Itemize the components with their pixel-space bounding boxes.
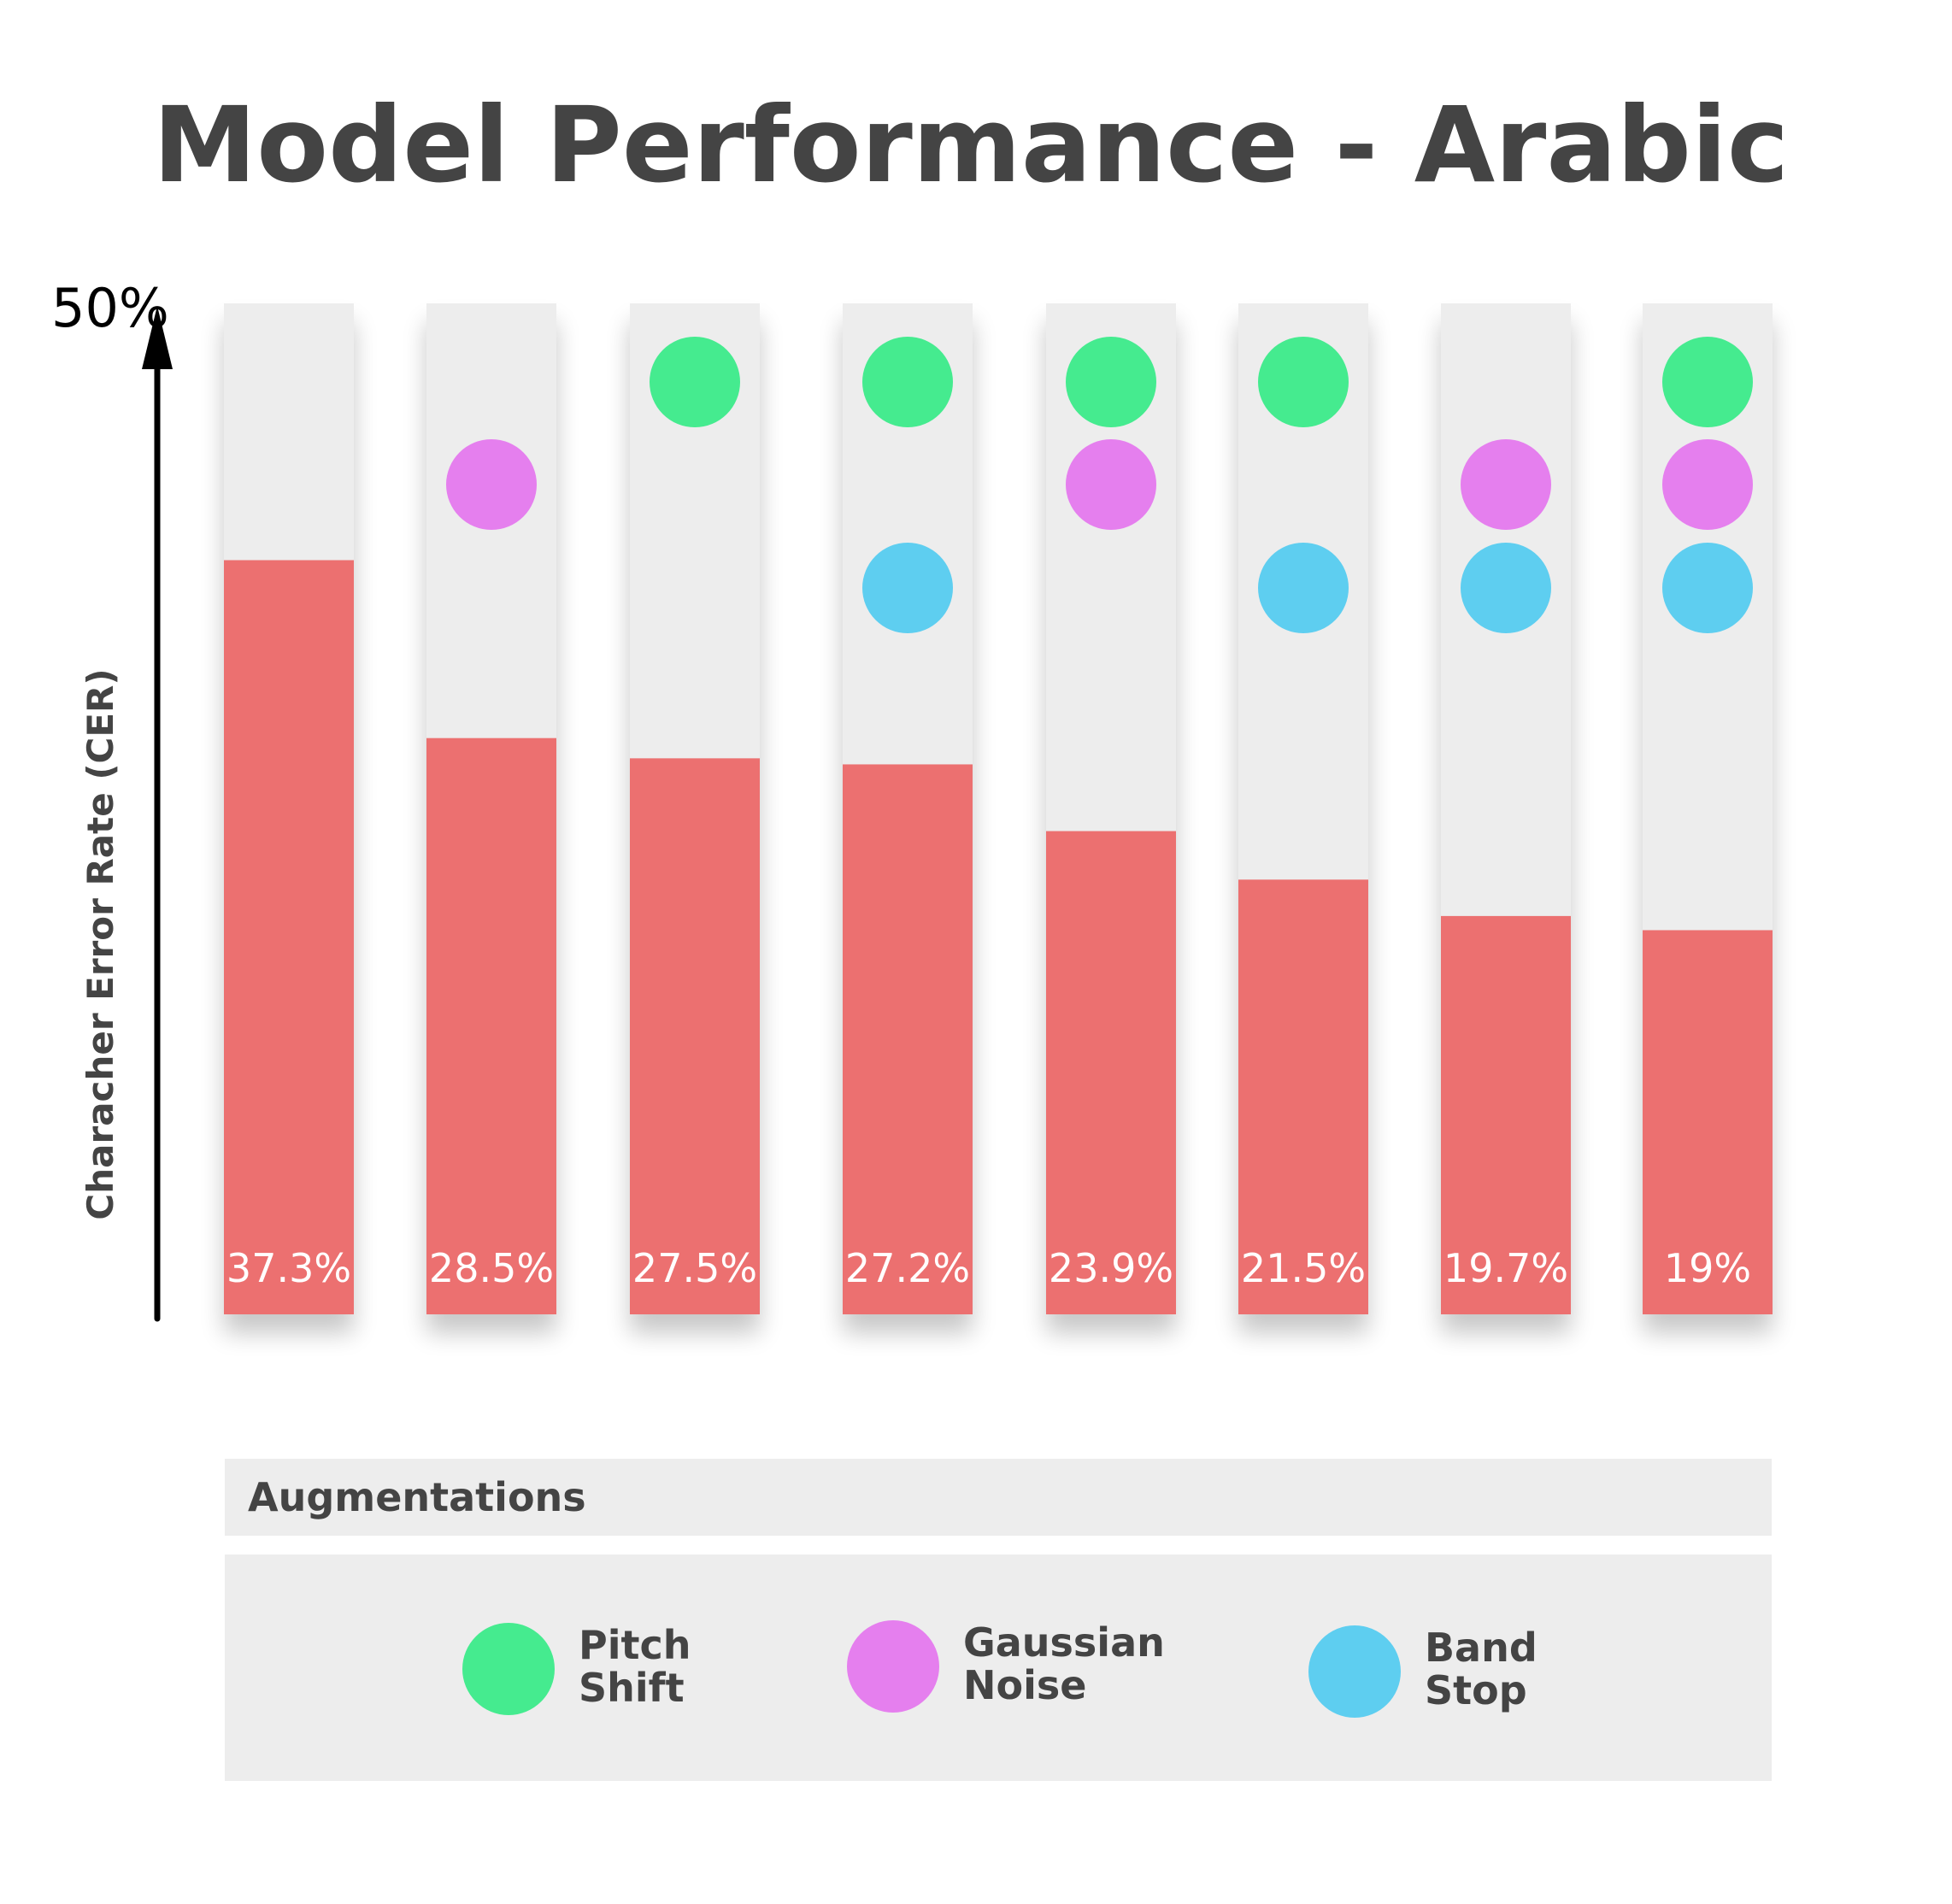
bar-group: 28.5%	[426, 303, 556, 1314]
legend-header	[225, 1459, 1772, 1536]
gaussian-noise-dot	[1662, 439, 1753, 530]
pitch-shift-dot	[1066, 337, 1156, 427]
band-stop-dot	[862, 543, 953, 633]
bar-group: 23.9%	[1046, 303, 1176, 1314]
bar-value-label: 19%	[1664, 1245, 1751, 1291]
pitch-shift-dot	[1258, 337, 1349, 427]
legend-label-line1: Gaussian	[963, 1619, 1165, 1666]
bar-group: 27.2%	[843, 303, 973, 1314]
bar-value-label: 23.9%	[1049, 1245, 1173, 1291]
bar-group: 27.5%	[630, 303, 760, 1314]
band-stop-dot	[1662, 543, 1753, 633]
pitch-shift-dot	[650, 337, 740, 427]
band-stop-dot	[1258, 543, 1349, 633]
gaussian-noise-dot	[1461, 439, 1551, 530]
bar	[1643, 930, 1773, 1314]
pitch-shift-dot	[862, 337, 953, 427]
bar	[843, 764, 973, 1314]
bar-value-label: 21.5%	[1241, 1245, 1366, 1291]
bar-group: 21.5%	[1238, 303, 1368, 1314]
legend-label-line2: Noise	[963, 1662, 1086, 1708]
band-stop-dot	[1461, 543, 1551, 633]
bar	[426, 738, 556, 1314]
pitch-shift-dot	[1662, 337, 1753, 427]
bars-group: 37.3% 28.5% 27.5% 27.2% 23.9% 21.5% 19.7% 19%	[224, 303, 1773, 1314]
legend-label-line1: Band	[1425, 1625, 1537, 1671]
legend-label-line2: Stop	[1425, 1667, 1527, 1713]
bar-value-label: 28.5%	[429, 1245, 554, 1291]
legend-swatch	[847, 1620, 939, 1713]
bar-value-label: 27.2%	[845, 1245, 970, 1291]
legend-swatch	[1308, 1625, 1401, 1718]
bar-group: 19.7%	[1441, 303, 1571, 1314]
bar	[1238, 879, 1368, 1314]
y-axis-max-label: 50%	[51, 277, 169, 339]
legend-title: Augmentations	[248, 1474, 586, 1520]
bar-value-label: 19.7%	[1443, 1245, 1568, 1291]
bar	[1441, 915, 1571, 1314]
bar-group: 37.3%	[224, 303, 354, 1314]
legend-swatch	[462, 1623, 555, 1715]
bar-value-label: 27.5%	[632, 1245, 757, 1291]
bar	[1046, 831, 1176, 1314]
chart-title: Model Performance - Arabic	[153, 85, 1789, 206]
bar-value-label: 37.3%	[226, 1245, 351, 1291]
gaussian-noise-dot	[446, 439, 537, 530]
bar-group: 19%	[1643, 303, 1773, 1314]
gaussian-noise-dot	[1066, 439, 1156, 530]
bar	[630, 758, 760, 1314]
y-axis-arrowhead	[142, 306, 173, 369]
legend-label-line2: Shift	[579, 1665, 685, 1711]
bar	[224, 560, 354, 1314]
legend-label-line1: Pitch	[579, 1622, 691, 1668]
y-axis-label: Characher Error Rate (CER)	[79, 668, 121, 1219]
